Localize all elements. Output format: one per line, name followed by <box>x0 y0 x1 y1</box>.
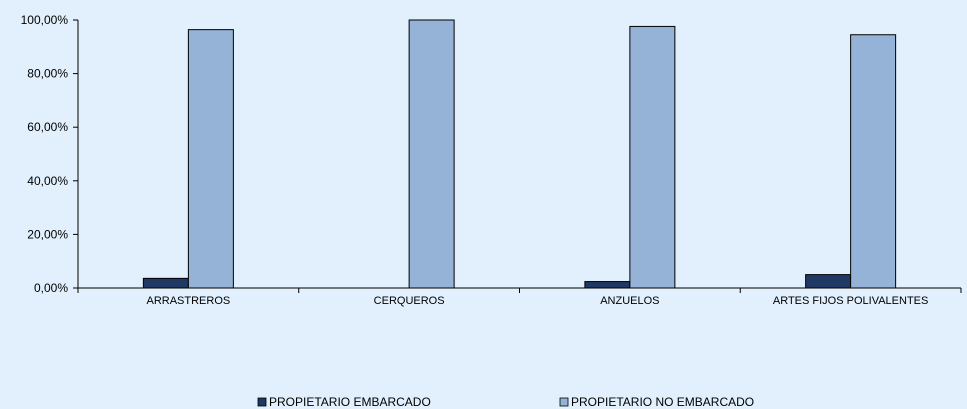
bar-no-embarcado <box>187 29 234 289</box>
chart-bars <box>142 19 897 289</box>
y-tick-label: 0,00% <box>34 281 68 295</box>
bar-embarcado <box>142 277 189 289</box>
legend-swatch <box>559 397 569 407</box>
y-tick-label: 100,00% <box>21 13 69 27</box>
x-category-label: ANZUELOS <box>600 295 659 307</box>
x-category-label: CERQUEROS <box>374 295 445 307</box>
bar-embarcado <box>805 274 852 289</box>
chart-labels: 0,00% 20,00% 40,00% 60,00% 80,00% 100,00% ARRA… <box>21 13 929 307</box>
legend-label: PROPIETARIO NO EMBARCADO <box>571 395 754 409</box>
y-tick-label: 60,00% <box>27 120 68 134</box>
bar-embarcado <box>584 281 631 289</box>
bar-no-embarcado <box>629 25 676 289</box>
legend-swatch <box>257 397 267 407</box>
y-tick-label: 20,00% <box>27 227 68 241</box>
chart-legend: PROPIETARIO EMBARCADO PROPIETARIO NO EMBA… <box>257 395 754 409</box>
bar-no-embarcado <box>408 19 455 289</box>
x-category-label: ARTES FIJOS POLIVALENTES <box>773 295 928 307</box>
x-category-label: ARRASTREROS <box>147 295 231 307</box>
bar-no-embarcado <box>850 34 897 289</box>
legend-label: PROPIETARIO EMBARCADO <box>269 395 431 409</box>
y-tick-label: 40,00% <box>27 174 68 188</box>
y-tick-label: 80,00% <box>27 67 68 81</box>
